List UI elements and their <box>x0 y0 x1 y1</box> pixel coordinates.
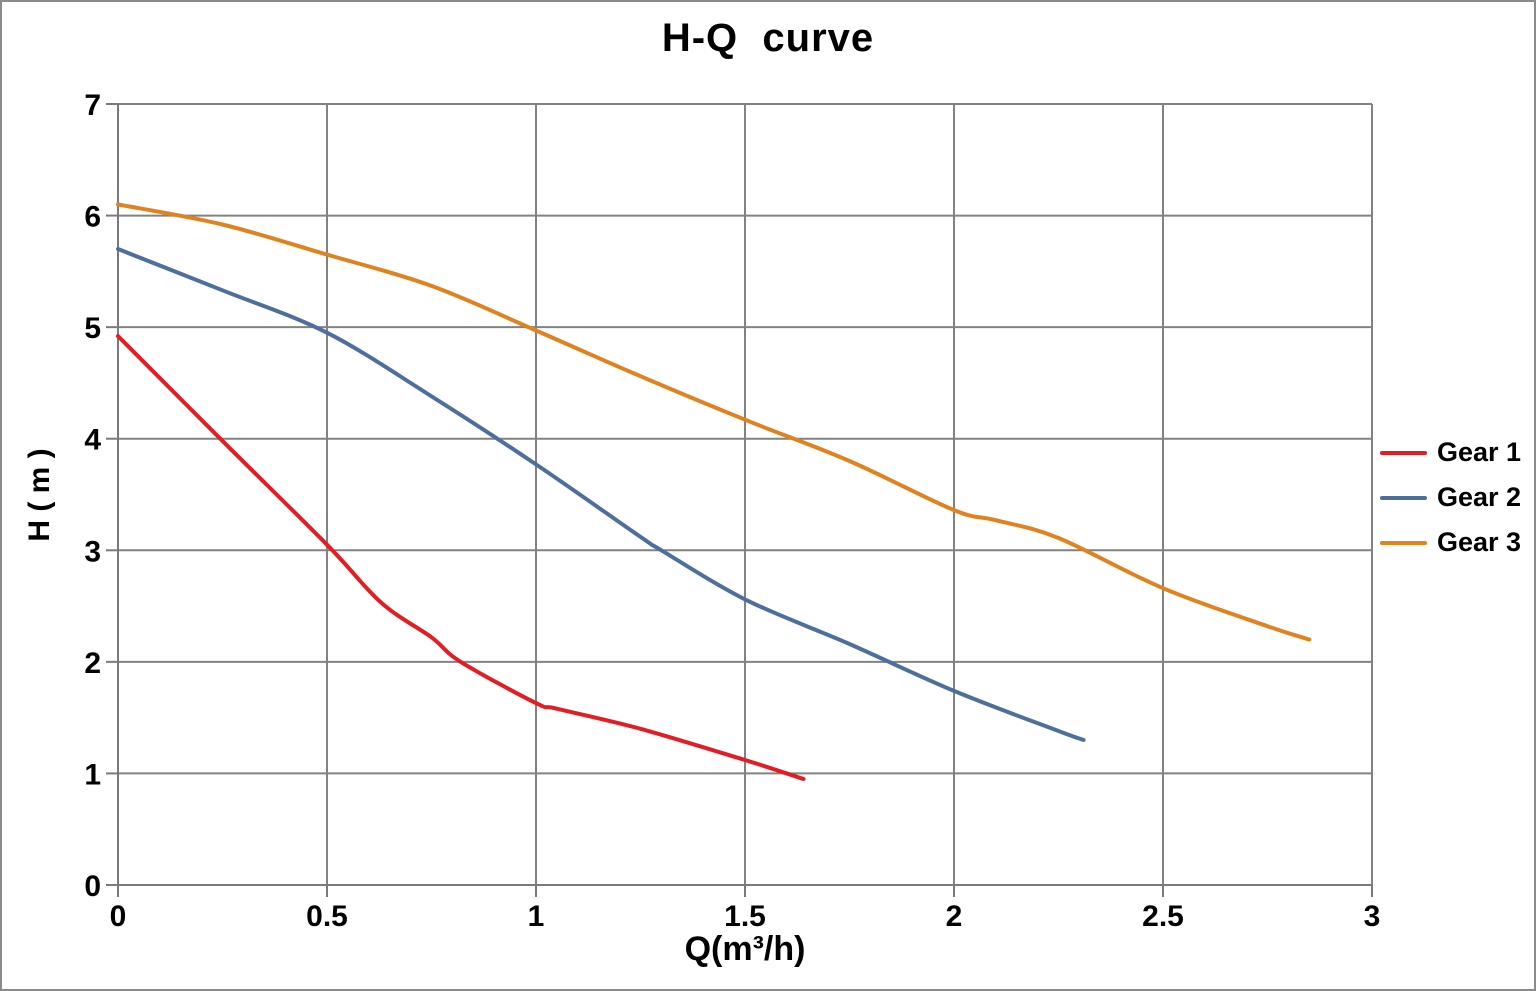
legend: Gear 1 Gear 2 Gear 3 <box>1380 430 1521 565</box>
x-tick-label-0.5: 0.5 <box>306 900 348 933</box>
y-axis-label: H ( m ) <box>23 448 56 542</box>
y-tick-label-5: 5 <box>84 312 101 345</box>
chart-title: H-Q curve <box>661 16 875 60</box>
series-line-gear-3 <box>116 202 1312 642</box>
y-tick-label-7: 7 <box>84 89 101 122</box>
y-tick-label-4: 4 <box>84 424 101 457</box>
x-tick-label-2.5: 2.5 <box>1142 900 1184 933</box>
x-axis-label: Q(m³/h) <box>684 930 806 968</box>
legend-label-gear-3: Gear 3 <box>1437 527 1522 557</box>
x-tick-label-1.5: 1.5 <box>724 900 766 933</box>
legend-item-gear-3: Gear 3 <box>1380 520 1521 565</box>
gear-3-line-swatch <box>1380 540 1427 545</box>
legend-item-gear-1: Gear 1 <box>1380 430 1521 475</box>
legend-label-gear-2: Gear 2 <box>1437 482 1522 512</box>
gear-2-line-swatch <box>1380 495 1427 500</box>
y-tick-label-1: 1 <box>84 758 101 791</box>
y-tick-label-3: 3 <box>84 535 101 568</box>
y-tick-label-0: 0 <box>84 870 101 903</box>
y-tick-label-2: 2 <box>84 647 101 680</box>
x-tick-label-1: 1 <box>528 900 545 933</box>
legend-item-gear-2: Gear 2 <box>1380 475 1521 520</box>
legend-label-gear-1: Gear 1 <box>1437 437 1522 467</box>
series-line-gear-2 <box>116 247 1086 742</box>
gear-1-line-swatch <box>1380 450 1427 455</box>
x-tick-label-3: 3 <box>1364 900 1381 933</box>
x-tick-label-0: 0 <box>110 900 127 933</box>
x-tick-label-2: 2 <box>946 900 963 933</box>
series-line-gear-1 <box>116 334 806 781</box>
y-tick-label-6: 6 <box>84 201 101 234</box>
